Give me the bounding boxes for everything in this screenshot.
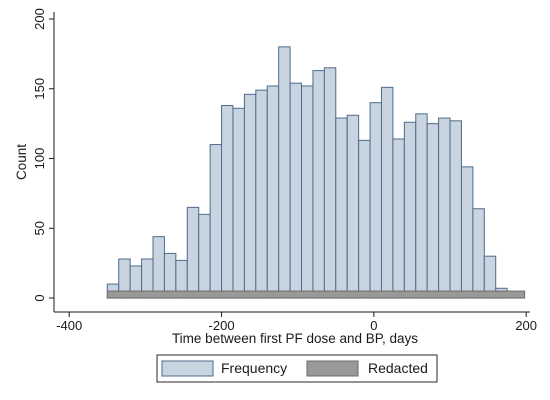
x-tick-label: -200 <box>209 318 235 333</box>
histogram-bar <box>415 113 428 299</box>
y-axis: 0 50 100 150 200 <box>32 8 55 312</box>
histogram-bar <box>186 206 200 299</box>
histogram-bar <box>449 120 462 299</box>
legend-label-frequency: Frequency <box>221 360 287 376</box>
histogram-bar <box>266 85 280 299</box>
legend-label-redacted: Redacted <box>368 360 428 376</box>
histogram-bar <box>198 213 211 299</box>
plot-area <box>106 46 526 299</box>
histogram-bar <box>255 89 268 299</box>
legend-swatch-redacted <box>306 360 359 377</box>
y-tick-label: 150 <box>32 78 47 100</box>
histogram-bar <box>289 82 303 299</box>
histogram-bar <box>426 123 440 299</box>
histogram-bar <box>438 117 451 299</box>
x-axis-title: Time between first PF dose and BP, days <box>172 331 418 346</box>
histogram-bar <box>460 166 474 299</box>
x-axis: -400 -200 0 200 <box>54 311 537 333</box>
redacted-band <box>106 290 526 299</box>
histogram-bar <box>232 107 245 299</box>
histogram-bar <box>369 102 382 299</box>
x-tick-label: 200 <box>515 318 537 333</box>
y-tick-label: 200 <box>32 8 47 30</box>
histogram-bar <box>312 70 325 299</box>
legend-swatch-frequency <box>161 360 214 377</box>
y-tick-label: 0 <box>32 294 47 301</box>
histogram-bar <box>358 139 371 299</box>
histogram-bar <box>403 121 417 299</box>
histogram-bar <box>323 67 337 299</box>
histogram-bar <box>278 46 291 299</box>
histogram-bar <box>472 208 485 299</box>
y-tick-label: 50 <box>32 221 47 235</box>
histogram-bar <box>301 85 314 299</box>
y-tick-label: 100 <box>32 148 47 170</box>
histogram-bar <box>335 117 348 299</box>
histogram-bar <box>152 236 165 299</box>
histogram-bar <box>243 93 257 299</box>
legend: Frequency Redacted <box>156 354 438 383</box>
histogram-bar <box>221 104 234 299</box>
x-tick-label: -400 <box>56 318 82 333</box>
x-tick-label: 0 <box>370 318 377 333</box>
histogram-bar <box>346 114 360 299</box>
histogram-bar <box>392 138 405 299</box>
histogram-bar <box>380 86 394 299</box>
y-axis-title: Count <box>14 144 29 180</box>
histogram-bar <box>209 144 223 299</box>
